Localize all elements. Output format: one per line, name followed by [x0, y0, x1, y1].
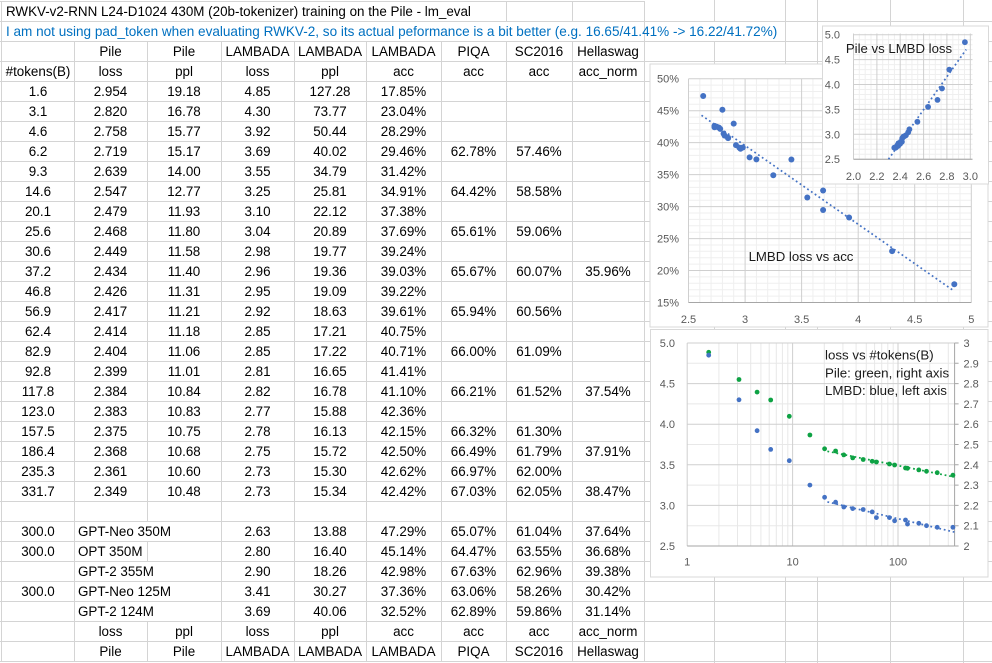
svg-text:4: 4	[855, 314, 861, 326]
svg-text:3: 3	[742, 314, 748, 326]
svg-text:4.5: 4.5	[825, 55, 840, 67]
svg-text:2.0: 2.0	[846, 171, 861, 183]
svg-text:5.0: 5.0	[825, 30, 840, 42]
svg-text:2.6: 2.6	[916, 171, 931, 183]
svg-text:2.8: 2.8	[939, 171, 954, 183]
svg-text:25%: 25%	[657, 234, 679, 246]
svg-text:4.0: 4.0	[660, 419, 675, 431]
svg-text:35%: 35%	[657, 170, 679, 182]
svg-text:2.6: 2.6	[964, 419, 979, 431]
svg-text:10: 10	[786, 557, 798, 569]
svg-text:40%: 40%	[657, 138, 679, 150]
svg-text:2.1: 2.1	[964, 521, 979, 533]
svg-text:50%: 50%	[657, 74, 679, 86]
svg-text:2.2: 2.2	[964, 500, 979, 512]
svg-text:30%: 30%	[657, 202, 679, 214]
svg-text:100: 100	[889, 557, 907, 569]
svg-text:Pile vs LMBD loss: Pile vs LMBD loss	[846, 41, 953, 56]
svg-text:2.5: 2.5	[681, 314, 696, 326]
svg-text:3.0: 3.0	[963, 171, 978, 183]
svg-text:3.5: 3.5	[825, 104, 840, 116]
svg-text:2.2: 2.2	[869, 171, 884, 183]
svg-text:2.3: 2.3	[964, 480, 979, 492]
svg-text:1: 1	[684, 557, 690, 569]
svg-text:5.0: 5.0	[660, 338, 675, 350]
svg-text:4.5: 4.5	[907, 314, 922, 326]
svg-text:2.8: 2.8	[964, 379, 979, 391]
svg-text:2.9: 2.9	[964, 358, 979, 370]
svg-text:3.5: 3.5	[660, 460, 675, 472]
svg-text:4.5: 4.5	[660, 379, 675, 391]
svg-text:2: 2	[964, 541, 970, 553]
svg-text:15%: 15%	[657, 298, 679, 310]
svg-text:2.5: 2.5	[964, 440, 979, 452]
svg-text:4.0: 4.0	[825, 80, 840, 92]
svg-text:loss vs #tokens(B): loss vs #tokens(B)	[825, 348, 934, 363]
svg-text:3: 3	[964, 338, 970, 350]
svg-text:3.0: 3.0	[660, 500, 675, 512]
svg-text:2.4: 2.4	[964, 460, 979, 472]
svg-text:LMBD: blue, left axis: LMBD: blue, left axis	[825, 383, 947, 398]
svg-text:5: 5	[968, 314, 974, 326]
svg-text:3.0: 3.0	[825, 129, 840, 141]
svg-text:2.5: 2.5	[660, 541, 675, 553]
svg-text:2.7: 2.7	[964, 399, 979, 411]
svg-text:45%: 45%	[657, 106, 679, 118]
svg-text:Pile: green, right axis: Pile: green, right axis	[825, 366, 950, 381]
svg-text:3.5: 3.5	[794, 314, 809, 326]
svg-text:2.5: 2.5	[825, 154, 840, 166]
svg-text:2.4: 2.4	[893, 171, 908, 183]
svg-text:20%: 20%	[657, 266, 679, 278]
svg-text:LMBD loss vs acc: LMBD loss vs acc	[749, 249, 854, 264]
